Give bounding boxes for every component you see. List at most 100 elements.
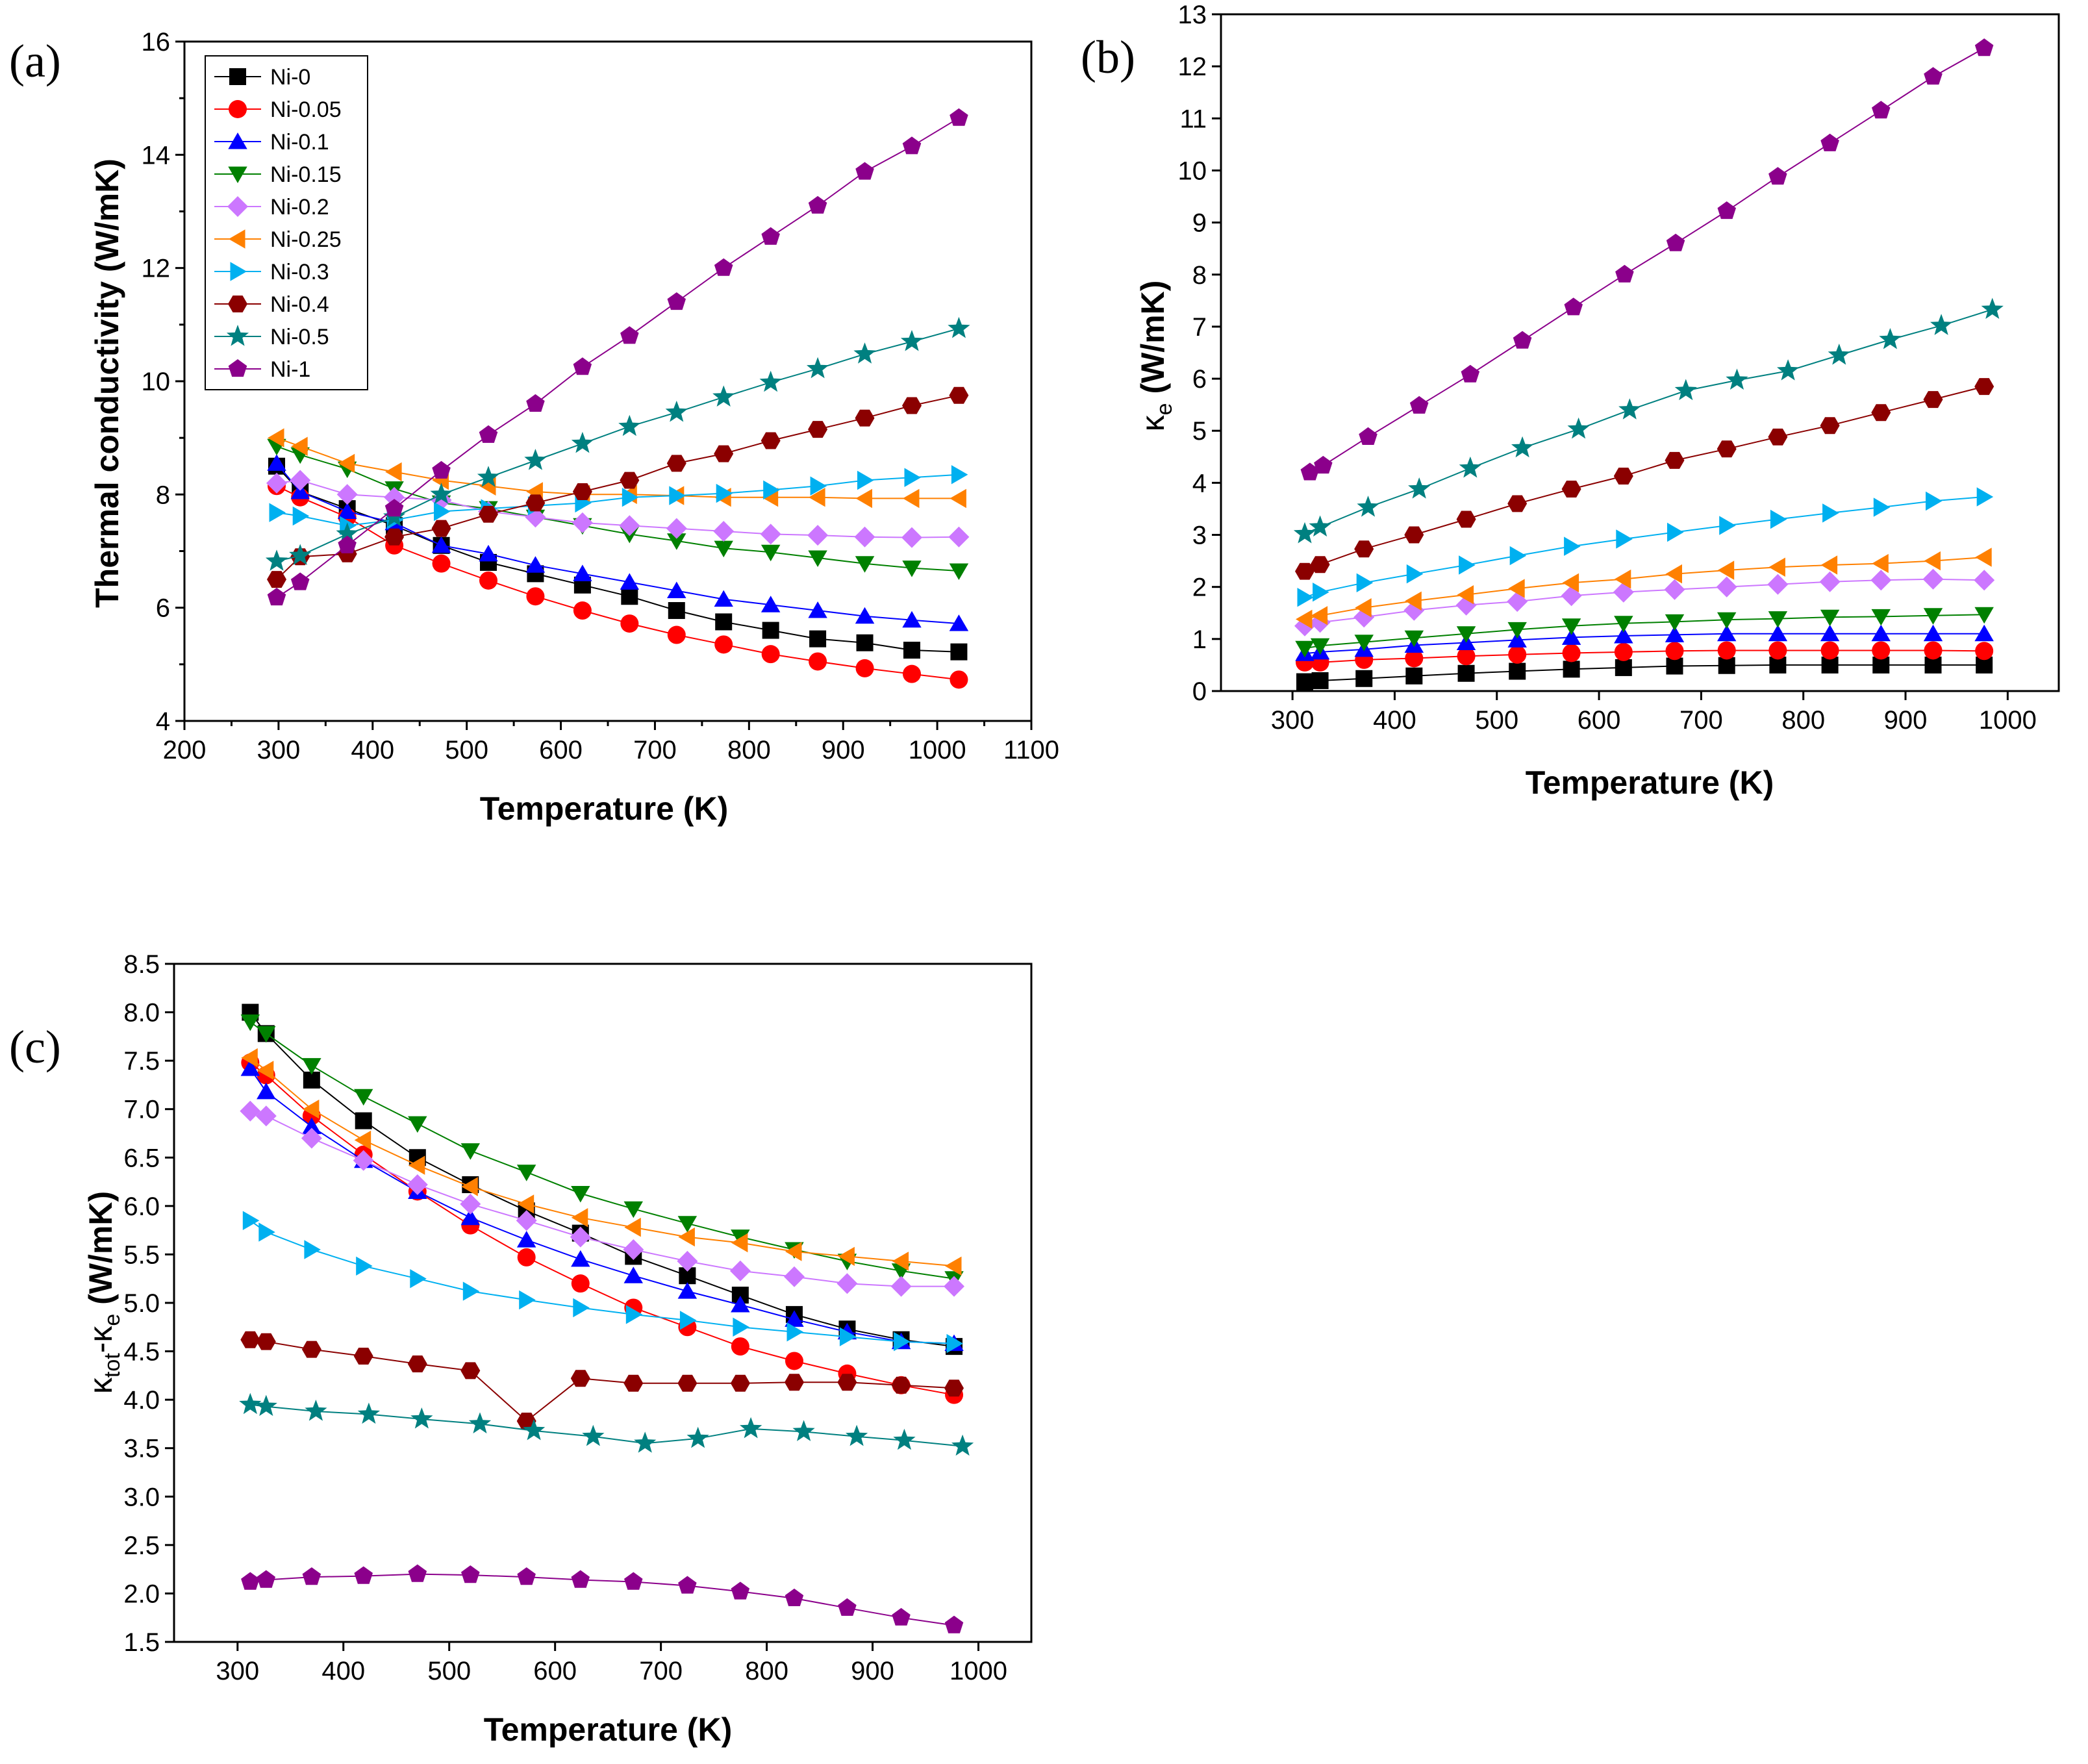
data-point [1405,649,1424,668]
data-point [634,1431,657,1453]
data-point [240,1331,260,1348]
data-point [519,1290,536,1310]
data-point [892,1607,911,1626]
data-point [1404,526,1424,544]
data-point [1666,657,1683,675]
y-tick-label: 5.5 [123,1241,160,1269]
y-tick-label: 12 [1178,53,1207,81]
legend-marker [229,68,246,85]
series-Ni-0.15 [240,1014,964,1288]
data-point [1717,641,1736,660]
data-point [525,494,546,512]
data-point [620,573,639,590]
data-point [677,1282,698,1299]
data-point [1296,673,1313,690]
data-point [1974,38,1994,57]
data-point [855,409,875,427]
data-point [946,1333,963,1354]
data-point [786,1322,803,1342]
data-point [855,162,874,180]
data-point [1717,201,1736,220]
data-point [714,590,733,607]
data-point [1768,428,1788,446]
data-point [1354,635,1374,651]
series-line [249,1012,955,1348]
panel-b-ylabel-sub: e [1152,403,1177,415]
data-point [1922,568,1944,590]
data-point [410,1269,427,1289]
data-point [1356,573,1374,592]
data-point [1975,642,1994,661]
data-point [1974,607,1994,624]
data-point [1614,616,1633,633]
data-point [623,1239,644,1260]
data-point [857,470,874,490]
panel-c-ylabel-kappa2: κ [82,1326,119,1342]
data-point [1716,576,1737,598]
data-point [625,1305,643,1324]
data-point [808,550,827,567]
data-point [944,1380,964,1397]
data-point [1513,331,1532,349]
data-point [1507,631,1527,648]
series-Ni-0.05 [241,1053,964,1404]
data-point [669,486,686,505]
data-point [807,525,829,546]
data-point [731,1581,750,1600]
data-point [431,536,451,553]
data-point [1820,555,1838,575]
data-point [517,1194,535,1214]
panel-a-chart: (a) 200 300 400 500 600 700 800 900 1000 1100 4 6 8 1… [9,28,1059,827]
data-point [948,526,970,548]
data-point [1615,659,1632,676]
data-point [901,527,922,548]
data-point [1614,627,1633,644]
panel-b-frame [1220,13,2060,692]
data-point [1310,638,1330,655]
data-point [763,480,780,500]
data-point [302,1117,321,1135]
series-line [276,394,959,580]
legend-label: Ni-0.15 [270,162,342,187]
data-point [301,1341,321,1358]
data-point [785,1588,804,1606]
legend-label: Ni-0.25 [270,227,342,252]
data-point [1879,328,1902,349]
data-point [731,1337,749,1356]
data-point [785,1310,804,1327]
data-point [856,634,874,651]
data-point [354,1089,373,1106]
data-point [1409,396,1429,414]
panel-a-axes: 200 300 400 500 600 700 800 900 1000 1100 4 6 8 10 12 1… [142,28,1060,764]
data-point [1726,368,1748,390]
data-point [432,554,451,573]
data-point [1355,670,1373,687]
data-point [301,1128,322,1149]
data-point [1295,562,1314,580]
data-point [1456,626,1476,643]
y-tick-label: 14 [142,141,171,170]
data-point [1613,468,1633,485]
data-point [853,342,876,364]
data-point [1563,661,1580,678]
data-point [1615,264,1634,283]
panel-b-label: (b) [1081,31,1135,83]
data-point [1457,664,1475,682]
series-Ni-0 [242,1003,963,1355]
data-point [571,431,594,453]
data-point [1768,167,1787,185]
legend-marker [229,100,247,118]
data-point [1405,667,1423,685]
y-tick-label: 7.5 [123,1047,160,1076]
data-point [666,455,686,472]
data-point [1665,564,1682,584]
data-point [809,630,827,648]
data-point [1974,378,1994,396]
legend-entry: Ni-0.05 [214,97,342,122]
data-point [1408,477,1431,499]
data-point [468,1412,492,1433]
series-line [249,1068,955,1344]
data-point [1665,451,1685,469]
data-point [1871,404,1891,422]
